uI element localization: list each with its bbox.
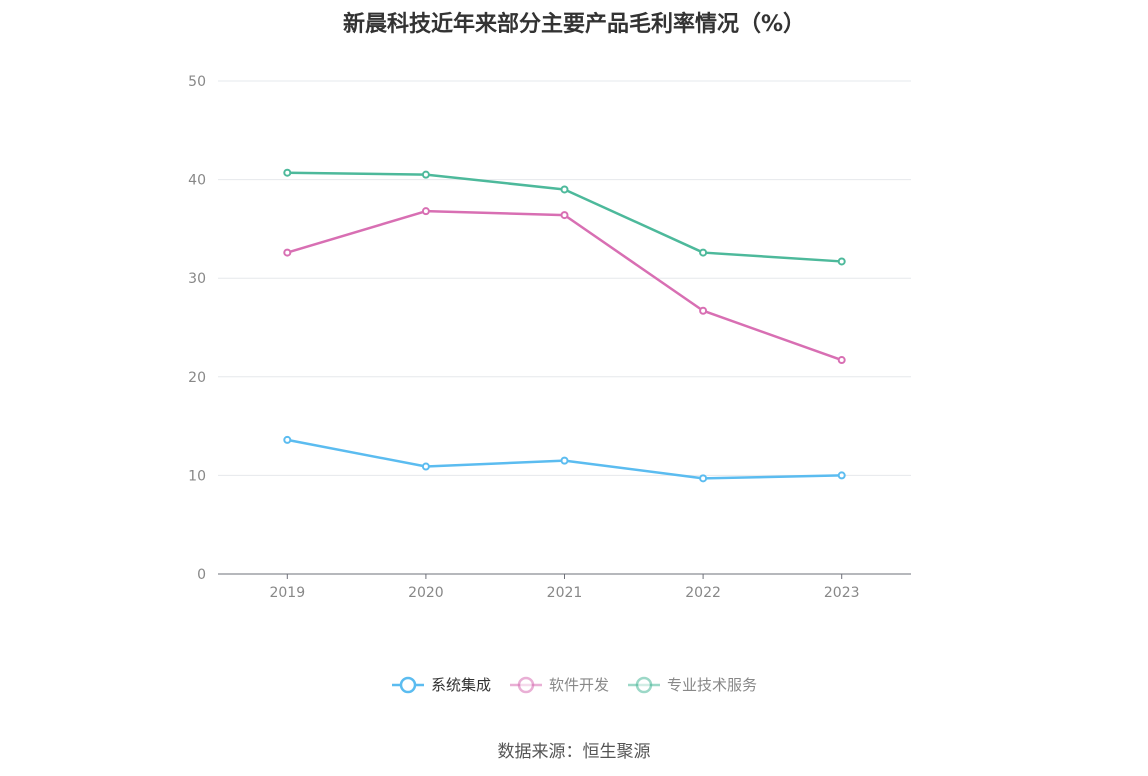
legend-circle <box>399 676 417 693</box>
data-point <box>560 211 569 220</box>
data-point <box>837 257 846 266</box>
legend-marker-icon <box>628 676 660 693</box>
data-point <box>699 248 708 257</box>
data-point <box>283 435 292 444</box>
data-point <box>283 168 292 177</box>
legend-marker-icon <box>391 676 424 693</box>
legend-circle <box>517 676 535 693</box>
data-point <box>560 456 569 465</box>
data-point <box>699 474 708 483</box>
series-line <box>286 209 843 362</box>
legend-label: 软件开发 <box>548 676 609 694</box>
x-tick-label: 2022 <box>685 585 721 601</box>
y-tick-label: 30 <box>188 271 206 287</box>
x-tick-label: 2021 <box>547 585 583 601</box>
line-chart: 0 10 20 30 40 50 2019 2020 2021 2022 2023 <box>188 74 911 601</box>
chart-title: 新晨科技近年来部分主要产品毛利率情况（%） <box>342 12 806 37</box>
y-tick-label: 50 <box>188 74 206 90</box>
data-point <box>837 356 846 365</box>
x-tick-label: 2023 <box>824 585 860 601</box>
data-point <box>421 170 430 179</box>
y-tick-label: 40 <box>188 173 206 189</box>
x-tick-label: 2019 <box>269 585 305 601</box>
data-point <box>560 185 569 194</box>
x-tick-label: 2020 <box>408 585 444 601</box>
data-point <box>837 471 846 480</box>
data-point <box>421 207 430 216</box>
data-point <box>421 462 430 471</box>
legend-circle <box>635 676 653 693</box>
legend-item[interactable]: 专业技术服务 <box>627 674 757 695</box>
legend-marker-icon <box>509 676 542 693</box>
y-tick-label: 20 <box>188 370 206 386</box>
legend-item[interactable]: 软件开发 <box>509 674 609 695</box>
legend-label: 专业技术服务 <box>667 676 758 694</box>
data-point <box>699 306 708 315</box>
legend-item[interactable]: 系统集成 <box>391 674 491 695</box>
data-source-note: 数据来源：恒生聚源 <box>497 742 651 762</box>
y-tick-label: 10 <box>188 468 206 484</box>
legend-label: 系统集成 <box>430 676 491 694</box>
chart-legend: 系统集成 软件开发 专业技术服务 <box>0 674 1148 695</box>
data-point <box>283 248 292 257</box>
y-tick-label: 0 <box>197 567 206 583</box>
